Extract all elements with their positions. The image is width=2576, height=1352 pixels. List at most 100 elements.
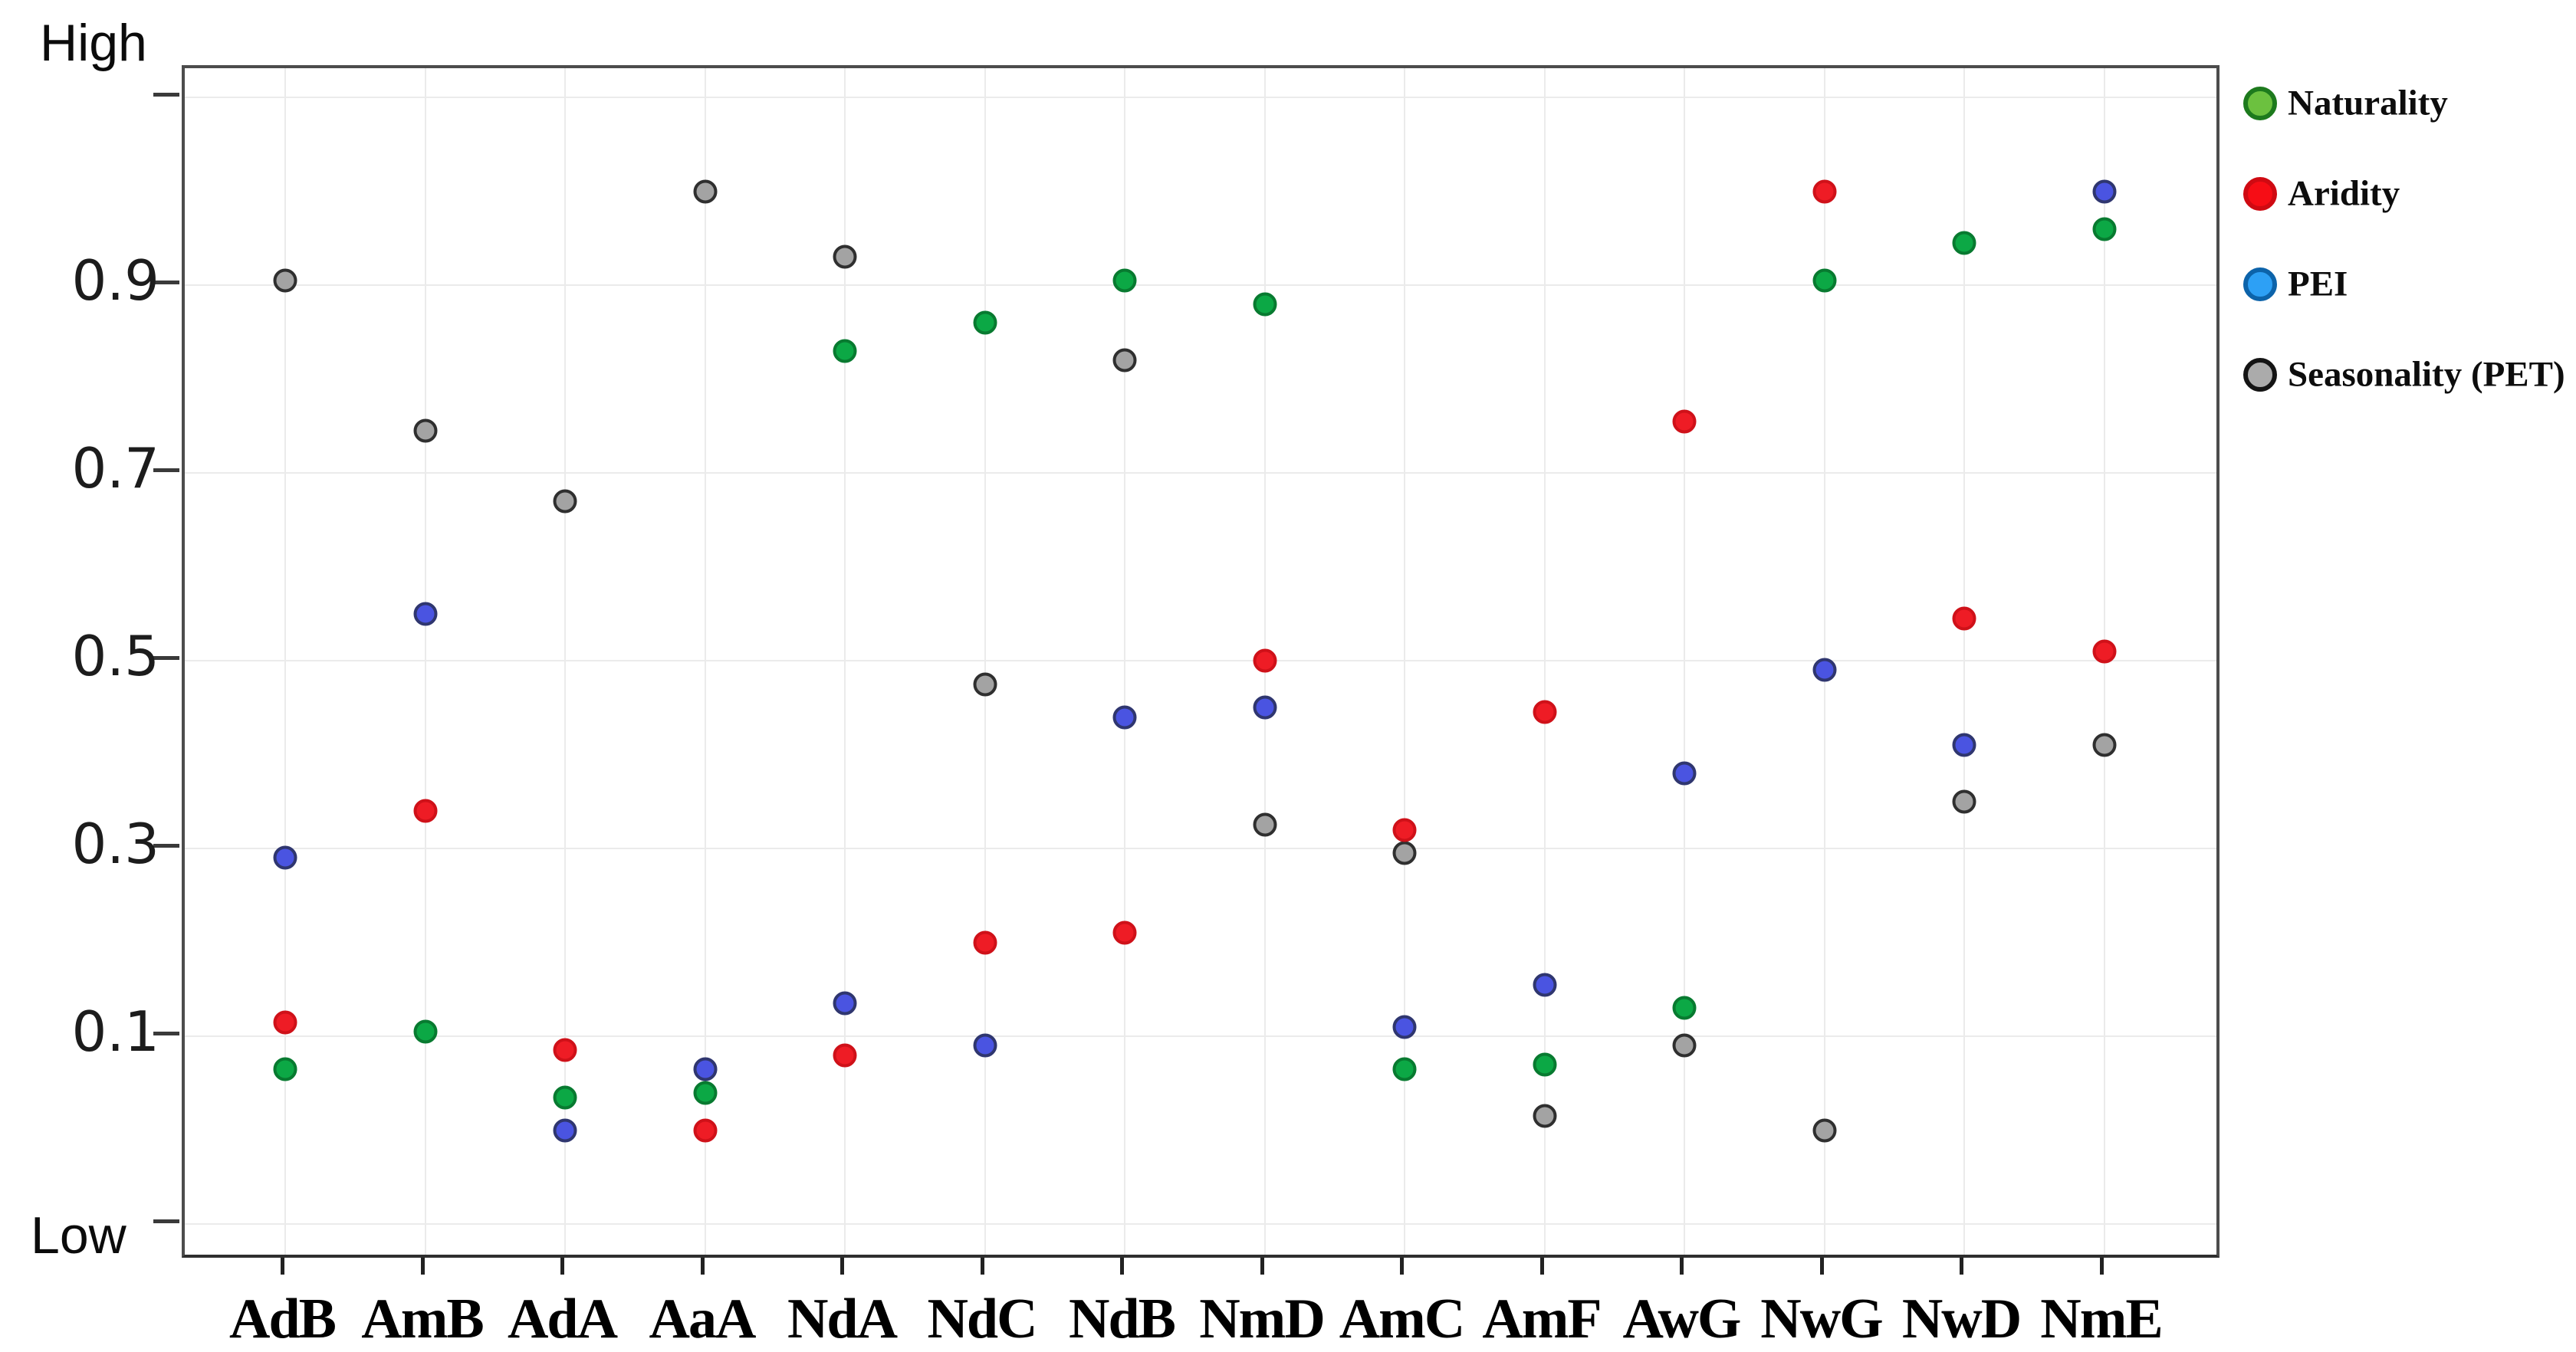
plot-area	[182, 65, 2220, 1258]
dot-seasonality-pet-AaA	[693, 179, 717, 203]
legend-marker-seasonality-pet	[2243, 358, 2277, 392]
y-axis-tick	[153, 844, 179, 848]
x-axis-tick	[700, 1258, 705, 1275]
dot-naturality-NdB	[1112, 268, 1137, 293]
x-axis-category-label: AmB	[361, 1288, 484, 1350]
dot-seasonality-pet-AdA	[553, 489, 577, 514]
dot-aridity-NdC	[973, 930, 997, 954]
x-axis-category-label: NmD	[1199, 1288, 1326, 1350]
dot-pei-AdB	[273, 845, 297, 870]
y-gridline	[185, 1223, 2216, 1225]
dot-seasonality-pet-AdB	[273, 268, 297, 293]
dot-seasonality-pet-NdA	[833, 244, 857, 269]
dot-seasonality-pet-NdC	[973, 672, 997, 697]
legend-marker-naturality	[2243, 87, 2277, 120]
x-axis-category-label: AmC	[1339, 1288, 1466, 1350]
dot-naturality-AdA	[553, 1085, 577, 1110]
dot-aridity-NwG	[1812, 179, 1836, 203]
legend-label: Aridity	[2288, 173, 2400, 214]
dot-naturality-AdB	[273, 1057, 297, 1081]
dot-aridity-AdA	[553, 1038, 577, 1062]
dot-aridity-AwG	[1672, 409, 1697, 434]
y-axis-tick	[153, 1219, 179, 1223]
dot-pei-NdC	[973, 1033, 997, 1058]
y-axis-tick-label: 0.7	[71, 436, 159, 500]
y-axis-tick	[153, 1032, 179, 1035]
y-axis-tick-label: 0.1	[71, 999, 159, 1064]
dot-naturality-NmE	[2092, 217, 2116, 241]
x-gridline	[844, 68, 846, 1255]
dot-aridity-NmE	[2092, 639, 2116, 664]
x-gridline	[704, 68, 706, 1255]
dot-aridity-NmD	[1253, 648, 1276, 673]
x-axis-category-label: AdB	[229, 1288, 337, 1350]
x-axis-tick	[1960, 1258, 1963, 1275]
x-axis-tick	[1819, 1258, 1824, 1275]
dot-pei-NdA	[833, 991, 857, 1016]
y-gridline	[185, 660, 2216, 661]
x-axis-category-label: AwG	[1622, 1288, 1742, 1350]
dot-pei-NmD	[1253, 695, 1276, 720]
dot-seasonality-pet-AwG	[1672, 1033, 1697, 1058]
x-axis-tick	[560, 1258, 564, 1275]
x-axis-category-label: NwG	[1760, 1288, 1883, 1350]
x-axis-tick	[840, 1258, 844, 1275]
y-axis-high-label: High	[40, 14, 147, 72]
y-gridline	[185, 97, 2216, 98]
x-axis-category-label: NdA	[787, 1288, 898, 1350]
x-axis-tick	[1120, 1258, 1124, 1275]
dot-seasonality-pet-NmD	[1253, 812, 1276, 837]
dot-naturality-NdA	[833, 339, 857, 363]
y-axis-low-label: Low	[31, 1206, 127, 1265]
y-axis-tick	[153, 468, 179, 472]
y-gridline	[185, 848, 2216, 849]
dot-naturality-AmC	[1392, 1057, 1417, 1081]
dot-pei-AmF	[1533, 973, 1556, 997]
x-gridline	[984, 68, 986, 1255]
dot-seasonality-pet-AmC	[1392, 841, 1417, 865]
dot-seasonality-pet-NwG	[1812, 1118, 1836, 1142]
dot-naturality-NdC	[973, 310, 997, 335]
dot-aridity-NdB	[1112, 920, 1137, 945]
x-axis-tick	[1260, 1258, 1264, 1275]
dot-seasonality-pet-NmE	[2092, 733, 2116, 757]
x-gridline	[1963, 68, 1965, 1255]
x-axis-tick	[1680, 1258, 1684, 1275]
dot-aridity-NwD	[1952, 606, 1976, 631]
x-axis-category-label: NwD	[1901, 1288, 2022, 1350]
y-axis-tick-label: 0.9	[71, 248, 159, 313]
dot-aridity-AmC	[1392, 818, 1417, 842]
dot-aridity-AdB	[273, 1010, 297, 1035]
x-gridline	[1404, 68, 1405, 1255]
legend-marker-pei	[2243, 267, 2277, 301]
x-gridline	[424, 68, 426, 1255]
x-gridline	[1684, 68, 1685, 1255]
dot-aridity-AmF	[1533, 700, 1556, 724]
dot-aridity-AaA	[693, 1118, 717, 1142]
dot-naturality-NwG	[1812, 268, 1836, 293]
y-gridline	[185, 472, 2216, 474]
legend-marker-aridity	[2243, 177, 2277, 211]
dot-pei-AaA	[693, 1057, 717, 1081]
dot-naturality-AmB	[413, 1019, 437, 1044]
dot-pei-NwD	[1952, 733, 1976, 757]
x-gridline	[1543, 68, 1546, 1255]
dot-pei-NdB	[1112, 705, 1137, 729]
legend-label: Seasonality (PET)	[2288, 354, 2565, 395]
y-axis-tick	[153, 656, 179, 660]
x-axis-category-label: NdC	[927, 1288, 1037, 1350]
y-axis-tick-label: 0.5	[71, 624, 159, 688]
dot-pei-NmE	[2092, 179, 2116, 203]
legend-label: PEI	[2288, 264, 2348, 304]
x-axis-category-label: NdB	[1069, 1288, 1176, 1350]
dot-seasonality-pet-NdB	[1112, 348, 1137, 372]
dot-pei-NwG	[1812, 658, 1836, 682]
x-gridline	[284, 68, 286, 1255]
x-axis-tick	[980, 1258, 984, 1275]
dot-pei-AmC	[1392, 1015, 1417, 1039]
dot-aridity-AmB	[413, 799, 437, 823]
x-axis-category-label: AaA	[649, 1288, 757, 1350]
dot-naturality-NmD	[1253, 292, 1276, 316]
y-gridline	[185, 1035, 2216, 1037]
